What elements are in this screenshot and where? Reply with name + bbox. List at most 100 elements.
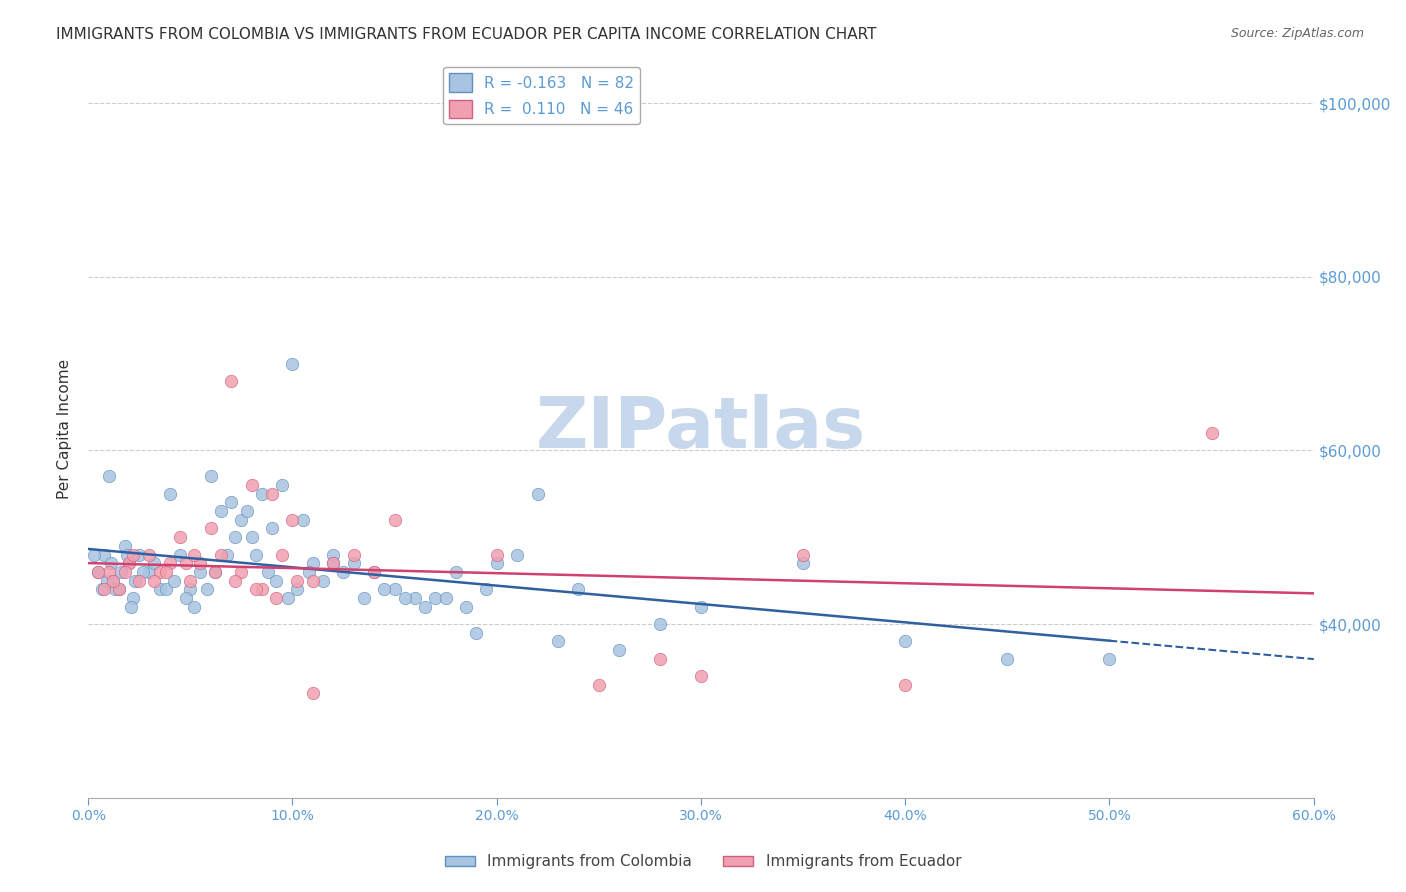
- Point: [475, 582, 498, 597]
- Point: [114, 539, 136, 553]
- Point: [97, 469, 120, 483]
- Point: [195, 582, 218, 597]
- Point: [114, 565, 136, 579]
- Point: [142, 574, 165, 588]
- Point: [353, 591, 375, 605]
- Point: [250, 582, 273, 597]
- Point: [690, 599, 713, 614]
- Point: [454, 599, 477, 614]
- Point: [384, 513, 406, 527]
- Point: [209, 504, 232, 518]
- Point: [91, 582, 114, 597]
- Point: [260, 521, 283, 535]
- Point: [124, 574, 146, 588]
- Point: [264, 591, 287, 605]
- Point: [690, 669, 713, 683]
- Point: [271, 478, 294, 492]
- Point: [995, 652, 1018, 666]
- Point: [285, 582, 308, 597]
- Point: [149, 565, 172, 579]
- Point: [302, 556, 325, 570]
- Point: [264, 574, 287, 588]
- Point: [159, 487, 181, 501]
- Point: [1098, 652, 1121, 666]
- Legend: R = -0.163   N = 82, R =  0.110   N = 46: R = -0.163 N = 82, R = 0.110 N = 46: [443, 67, 640, 124]
- Point: [83, 548, 105, 562]
- Point: [434, 591, 457, 605]
- Point: [285, 574, 308, 588]
- Point: [215, 548, 238, 562]
- Point: [204, 565, 226, 579]
- Point: [138, 565, 160, 579]
- Point: [179, 574, 201, 588]
- Point: [138, 548, 160, 562]
- Point: [506, 548, 529, 562]
- Point: [142, 556, 165, 570]
- Point: [209, 548, 232, 562]
- Point: [159, 556, 181, 570]
- Point: [101, 574, 124, 588]
- Point: [281, 357, 304, 371]
- Point: [128, 548, 150, 562]
- Point: [302, 686, 325, 700]
- Point: [190, 565, 212, 579]
- Point: [373, 582, 395, 597]
- Point: [101, 574, 124, 588]
- Point: [404, 591, 426, 605]
- Point: [174, 556, 197, 570]
- Point: [107, 582, 129, 597]
- Point: [384, 582, 406, 597]
- Point: [169, 548, 191, 562]
- Point: [236, 504, 259, 518]
- Point: [204, 565, 226, 579]
- Point: [322, 556, 344, 570]
- Point: [118, 556, 141, 570]
- Point: [260, 487, 283, 501]
- Point: [169, 530, 191, 544]
- Point: [128, 574, 150, 588]
- Point: [312, 574, 335, 588]
- Point: [219, 374, 242, 388]
- Point: [291, 513, 314, 527]
- Point: [100, 556, 122, 570]
- Point: [465, 625, 488, 640]
- Point: [526, 487, 548, 501]
- Point: [97, 565, 120, 579]
- Point: [588, 678, 610, 692]
- Point: [322, 556, 344, 570]
- Point: [298, 565, 321, 579]
- Point: [120, 599, 142, 614]
- Point: [231, 513, 253, 527]
- Point: [200, 469, 222, 483]
- Point: [179, 582, 201, 597]
- Point: [122, 548, 145, 562]
- Text: ZIPatlas: ZIPatlas: [536, 394, 866, 463]
- Point: [257, 565, 280, 579]
- Point: [183, 599, 205, 614]
- Point: [132, 565, 155, 579]
- Point: [547, 634, 569, 648]
- Point: [332, 565, 354, 579]
- Point: [394, 591, 416, 605]
- Point: [363, 565, 385, 579]
- Point: [363, 565, 385, 579]
- Point: [118, 556, 141, 570]
- Point: [607, 643, 630, 657]
- Point: [250, 487, 273, 501]
- Point: [245, 582, 267, 597]
- Point: [224, 530, 246, 544]
- Legend: Immigrants from Colombia, Immigrants from Ecuador: Immigrants from Colombia, Immigrants fro…: [439, 848, 967, 875]
- Point: [96, 574, 118, 588]
- Point: [894, 634, 917, 648]
- Point: [224, 574, 246, 588]
- Point: [245, 548, 267, 562]
- Point: [425, 591, 447, 605]
- Point: [343, 548, 366, 562]
- Point: [322, 548, 344, 562]
- Point: [1201, 425, 1223, 440]
- Point: [183, 548, 205, 562]
- Point: [107, 582, 129, 597]
- Point: [155, 565, 177, 579]
- Point: [104, 582, 127, 597]
- Point: [219, 495, 242, 509]
